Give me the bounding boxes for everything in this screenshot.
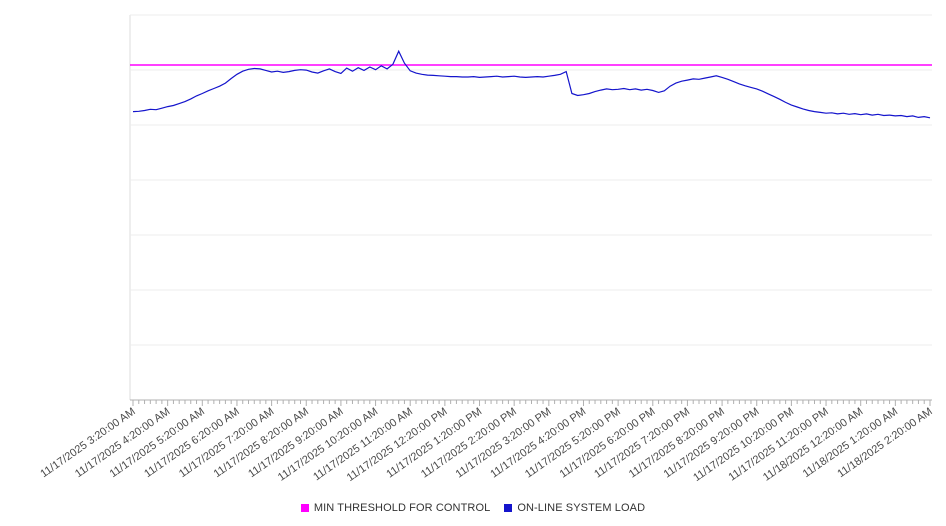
legend-item-min-threshold[interactable]: MIN THRESHOLD FOR CONTROL — [300, 502, 491, 514]
legend-label-min-threshold: MIN THRESHOLD FOR CONTROL — [313, 502, 491, 514]
chart-legend: MIN THRESHOLD FOR CONTROL ON-LINE SYSTEM… — [0, 502, 946, 514]
legend-swatch-min-threshold-icon — [300, 504, 309, 512]
legend-label-online-system-load: ON-LINE SYSTEM LOAD — [517, 502, 646, 514]
legend-swatch-online-system-load-icon — [504, 504, 513, 512]
legend-item-online-system-load[interactable]: ON-LINE SYSTEM LOAD — [504, 502, 645, 514]
